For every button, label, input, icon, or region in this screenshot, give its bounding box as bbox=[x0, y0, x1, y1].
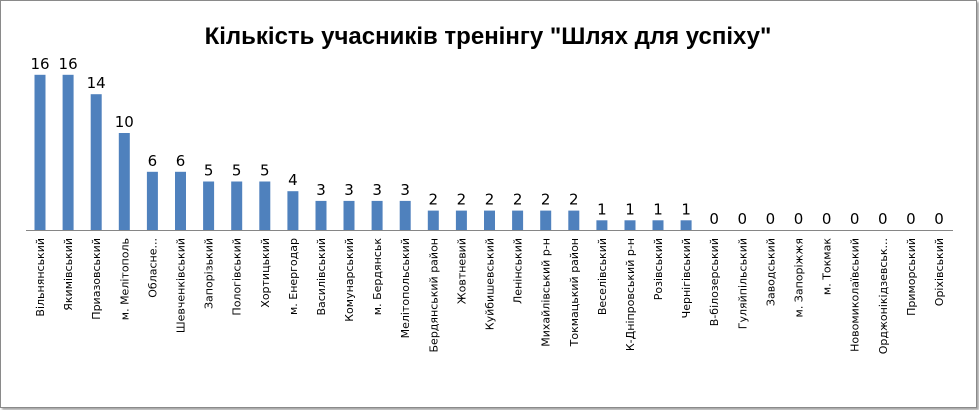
category-label: В-білозерський bbox=[708, 238, 721, 326]
category-label: м. Запоріжжя bbox=[793, 238, 806, 317]
category-label: Куйбишевський bbox=[484, 238, 497, 330]
data-label: 0 bbox=[878, 210, 888, 228]
data-label: 2 bbox=[513, 191, 523, 209]
bar bbox=[399, 200, 411, 230]
data-label: 0 bbox=[766, 210, 776, 228]
bar bbox=[652, 220, 664, 230]
category-label: Якимівський bbox=[62, 238, 75, 311]
category-label: Бердянський район bbox=[427, 238, 440, 352]
category-label: Жовтневий bbox=[455, 238, 468, 304]
data-label: 3 bbox=[344, 181, 354, 199]
data-label: 5 bbox=[260, 162, 270, 180]
bar bbox=[540, 210, 552, 230]
bar bbox=[512, 210, 524, 230]
bar bbox=[568, 210, 580, 230]
category-label: К-Дніпровський р-н bbox=[624, 238, 637, 351]
bar bbox=[146, 171, 158, 230]
data-label: 0 bbox=[822, 210, 832, 228]
bar bbox=[455, 210, 467, 230]
data-label: 3 bbox=[316, 181, 326, 199]
category-label: м. Мелітополь bbox=[118, 238, 131, 320]
bar bbox=[680, 220, 692, 230]
data-label: 16 bbox=[30, 55, 49, 73]
data-label: 1 bbox=[681, 200, 691, 218]
category-label: Михайлівський р-н bbox=[540, 238, 553, 347]
data-label: 1 bbox=[653, 200, 663, 218]
category-label: Василівський bbox=[315, 238, 328, 316]
bar bbox=[315, 200, 327, 230]
bar bbox=[175, 171, 186, 230]
data-label: 0 bbox=[709, 210, 719, 228]
category-labels: Вільнянський Якимівський Приазовський м. Ме… bbox=[34, 238, 946, 355]
chart-title: Кількість учасників тренінгу "Шлях для у… bbox=[205, 23, 772, 50]
data-label: 0 bbox=[906, 210, 916, 228]
bar bbox=[259, 181, 271, 230]
data-label: 2 bbox=[569, 191, 579, 209]
data-label: 5 bbox=[232, 162, 242, 180]
category-label: Розівський bbox=[652, 238, 665, 300]
data-label: 3 bbox=[372, 181, 382, 199]
data-label: 6 bbox=[148, 152, 158, 170]
category-label: Обласне... bbox=[146, 238, 159, 298]
category-label: Мелітопольський bbox=[399, 238, 412, 338]
data-label: 3 bbox=[400, 181, 410, 199]
bar bbox=[343, 200, 355, 230]
data-label: 16 bbox=[59, 55, 78, 73]
data-label: 0 bbox=[738, 210, 748, 228]
category-label: Хортицький bbox=[259, 238, 272, 308]
data-label: 2 bbox=[457, 191, 467, 209]
category-label: Приморський bbox=[905, 238, 918, 316]
data-label: 14 bbox=[87, 74, 106, 92]
data-label: 5 bbox=[204, 162, 214, 180]
category-label: Орджонікідзевськ... bbox=[877, 238, 890, 354]
category-label: Новомиколаївський bbox=[849, 238, 862, 352]
category-label: м. Бердянськ bbox=[371, 238, 384, 316]
bar bbox=[596, 220, 608, 230]
category-label: Запорізький bbox=[203, 238, 216, 309]
bar bbox=[203, 181, 215, 230]
data-label: 0 bbox=[794, 210, 804, 228]
data-label: 10 bbox=[115, 113, 134, 131]
bar bbox=[118, 133, 130, 230]
category-label: Заводський bbox=[764, 238, 777, 306]
bar bbox=[371, 200, 383, 230]
bar bbox=[484, 210, 495, 230]
bar bbox=[287, 191, 299, 230]
bar bbox=[34, 74, 46, 230]
data-label: 6 bbox=[176, 152, 186, 170]
category-label: Комунарський bbox=[343, 238, 356, 322]
data-label: 2 bbox=[429, 191, 439, 209]
bar bbox=[62, 74, 74, 230]
data-label: 4 bbox=[288, 171, 298, 189]
data-label: 0 bbox=[850, 210, 860, 228]
bar bbox=[231, 181, 243, 230]
bar bbox=[90, 94, 102, 230]
data-label: 2 bbox=[485, 191, 495, 209]
category-label: Приазовський bbox=[90, 238, 103, 320]
category-label: Оріхівський bbox=[933, 238, 946, 306]
bar bbox=[624, 220, 636, 230]
bar-series bbox=[34, 74, 692, 230]
category-label: Чернігівський bbox=[680, 238, 693, 318]
category-label: м. Енергодар bbox=[287, 238, 300, 315]
category-label: м. Токмак bbox=[821, 238, 834, 295]
category-label: Вільнянський bbox=[34, 238, 47, 317]
category-label: Гуляйпільський bbox=[736, 238, 749, 329]
bar bbox=[427, 210, 439, 230]
category-label: Веселівський bbox=[596, 238, 609, 315]
data-label: 1 bbox=[597, 200, 607, 218]
data-label: 1 bbox=[625, 200, 635, 218]
category-label: Ленінський bbox=[512, 238, 525, 304]
category-label: Токмацький район bbox=[568, 238, 581, 347]
category-label: Пологівський bbox=[231, 238, 244, 316]
category-label: Шевченківський bbox=[175, 238, 188, 333]
data-label: 0 bbox=[934, 210, 944, 228]
data-label: 2 bbox=[541, 191, 551, 209]
